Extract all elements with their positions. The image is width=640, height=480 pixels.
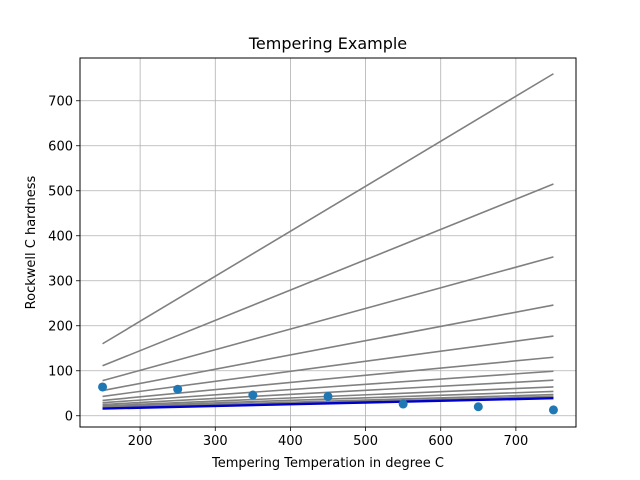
data-point	[398, 399, 408, 409]
y-tick-label: 200	[48, 319, 73, 334]
data-point	[98, 382, 108, 392]
y-tick-label: 600	[48, 139, 73, 154]
fit-line	[102, 304, 554, 392]
fit-line	[102, 256, 554, 382]
best-fit-line	[102, 397, 554, 410]
ticks-layer: 200 300 400 500 600 700 0 100 200 300 400 500 600 700	[48, 94, 528, 449]
plot-frame	[79, 57, 577, 428]
y-tick-label: 400	[48, 229, 73, 244]
x-tick-label: 200	[128, 434, 153, 449]
data-point	[548, 405, 558, 415]
x-tick-label: 300	[203, 434, 228, 449]
x-tick-label: 500	[353, 434, 378, 449]
fit-line	[102, 183, 554, 367]
x-tick-label: 600	[428, 434, 453, 449]
grid-layer	[80, 58, 576, 427]
y-tick-label: 500	[48, 184, 73, 199]
data-points-layer	[98, 382, 558, 415]
fit-line	[102, 73, 554, 345]
y-tick-label: 700	[48, 94, 73, 109]
x-tick-label: 700	[503, 434, 528, 449]
y-tick-label: 0	[65, 409, 73, 424]
data-point	[473, 402, 483, 412]
data-point	[173, 384, 183, 394]
chart-title: Tempering Example	[248, 34, 407, 53]
data-point	[323, 391, 333, 401]
data-point	[248, 390, 258, 400]
fit-line	[102, 370, 554, 404]
y-tick-label: 100	[48, 364, 73, 379]
y-tick-label: 300	[48, 274, 73, 289]
x-axis-label: Tempering Temperation in degree C	[211, 456, 444, 471]
y-axis-label: Rockwell C hardness	[24, 175, 39, 309]
best-fit-layer	[102, 397, 554, 410]
fit-lines-layer	[102, 73, 554, 410]
x-tick-label: 400	[278, 434, 303, 449]
